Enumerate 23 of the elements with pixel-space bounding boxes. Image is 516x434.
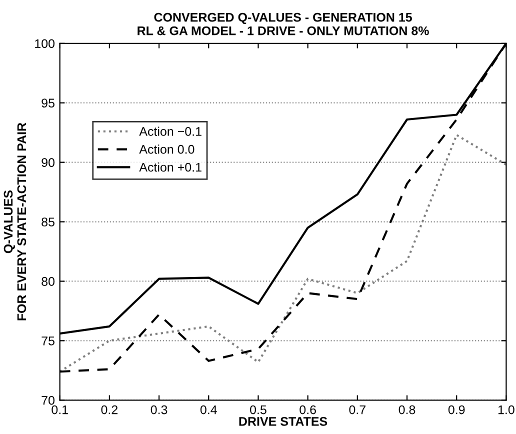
x-tick-label: 0.4	[200, 405, 217, 414]
x-tick-label: 1.0	[498, 405, 514, 414]
legend-label: Action +0.1	[139, 162, 202, 172]
y-tick-label: 70	[42, 396, 55, 405]
x-tick-label: 0.6	[300, 405, 316, 414]
legend-label: Action −0.1	[139, 126, 202, 136]
x-tick-label: 0.5	[250, 405, 266, 414]
y-tick-label: 75	[42, 336, 54, 346]
legend-label: Action 0.0	[139, 144, 194, 154]
x-tick-label: 0.1	[52, 405, 68, 414]
y-axis-title: Q-VALUES FOR EVERY STATE-ACTION PAIR	[4, 122, 26, 320]
y-tick-label: 95	[42, 98, 54, 108]
x-tick-label: 0.2	[101, 405, 118, 414]
y-tick-label: 80	[42, 277, 55, 286]
chart-title: CONVERGED Q-VALUES - GENERATION 15 RL & GA MODEL - 1 DRIVE - ONLY MUTATION 8%	[138, 12, 429, 36]
x-tick-label: 0.8	[398, 405, 416, 414]
y-tick-label: 90	[42, 158, 55, 167]
x-tick-label: 0.9	[448, 405, 465, 414]
y-tick-label: 100	[35, 39, 55, 48]
x-axis-title: DRIVE STATES	[239, 416, 328, 426]
x-tick-label: 0.7	[349, 405, 366, 414]
x-tick-label: 0.3	[150, 405, 168, 414]
y-tick-label: 85	[42, 218, 54, 226]
